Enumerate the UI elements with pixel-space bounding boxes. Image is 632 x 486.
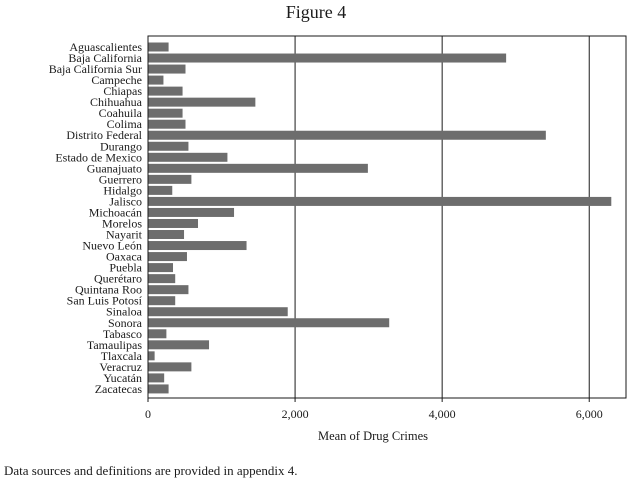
bar: [148, 207, 235, 217]
bar: [148, 318, 390, 328]
bar: [148, 274, 176, 284]
category-label: Tlaxcala: [101, 349, 143, 363]
bar: [148, 285, 189, 295]
bar: [148, 42, 169, 52]
bar: [148, 241, 247, 251]
category-label: Estado de Mexico: [55, 150, 142, 164]
bar: [148, 141, 189, 151]
bar: [148, 252, 187, 262]
category-label: San Luis Potosí: [67, 294, 143, 308]
category-label: Yucatán: [103, 371, 142, 385]
x-tick-label: 4,000: [429, 407, 456, 421]
category-label: Campeche: [91, 73, 142, 87]
bar: [148, 86, 183, 96]
bar: [148, 163, 368, 173]
bar: [148, 351, 155, 361]
category-label: Jalisco: [109, 194, 142, 208]
bar: [148, 174, 192, 184]
bar: [148, 53, 507, 63]
category-label: Tabasco: [103, 327, 142, 341]
category-label: Coahuila: [99, 106, 143, 120]
bar: [148, 384, 169, 394]
bar: [148, 196, 612, 206]
category-label: Guanajuato: [87, 161, 142, 175]
footnote: Data sources and definitions are provide…: [4, 463, 298, 478]
x-tick-label: 2,000: [282, 407, 309, 421]
bar: [148, 373, 165, 383]
bar: [148, 64, 186, 74]
category-label: Colima: [107, 117, 143, 131]
category-label: Tamaulipas: [87, 338, 142, 352]
bar: [148, 130, 546, 140]
bar: [148, 362, 192, 372]
category-label: Quintana Roo: [75, 283, 142, 297]
category-label: Nayarit: [106, 228, 143, 242]
bar: [148, 108, 183, 118]
category-label: Hidalgo: [103, 183, 142, 197]
category-label: Morelos: [102, 216, 142, 230]
category-label: Guerrero: [99, 172, 142, 186]
bar: [148, 119, 186, 129]
category-label: Puebla: [109, 261, 142, 275]
bar: [148, 185, 173, 195]
x-tick-label: 0: [145, 407, 151, 421]
plot-frame: [147, 35, 627, 399]
x-axis-label: Mean of Drug Crimes: [318, 429, 428, 443]
category-label: Chiapas: [103, 84, 142, 98]
bar: [148, 340, 210, 350]
bar: [148, 329, 167, 339]
bar: [148, 152, 228, 162]
category-label: Chihuahua: [90, 95, 143, 109]
category-label: Zacatecas: [95, 382, 143, 396]
category-label: Durango: [100, 139, 142, 153]
category-label: Oaxaca: [106, 250, 143, 264]
bar: [148, 296, 176, 306]
x-axis-ticks: 0 2,000 4,000 6,000: [145, 398, 603, 421]
category-label: Sonora: [108, 316, 143, 330]
category-label: Veracruz: [99, 360, 142, 374]
bar: [148, 230, 185, 240]
x-tick-label: 6,000: [576, 407, 603, 421]
category-label: Aguascalientes: [69, 40, 142, 54]
category-label: Nuevo León: [82, 239, 142, 253]
category-label: Baja California Sur: [49, 62, 142, 76]
category-label: Querétaro: [94, 272, 142, 286]
bars: [148, 42, 612, 394]
gridlines: [294, 36, 590, 398]
category-label: Sinaloa: [106, 305, 143, 319]
bar: [148, 307, 288, 317]
bar: [148, 75, 164, 85]
category-label: Baja California: [68, 51, 142, 65]
bar: [148, 97, 256, 107]
bar: [148, 218, 199, 228]
category-label: Distrito Federal: [66, 128, 142, 142]
category-label: Michoacán: [89, 205, 142, 219]
bar: [148, 263, 174, 273]
figure-title: Figure 4: [285, 2, 347, 22]
